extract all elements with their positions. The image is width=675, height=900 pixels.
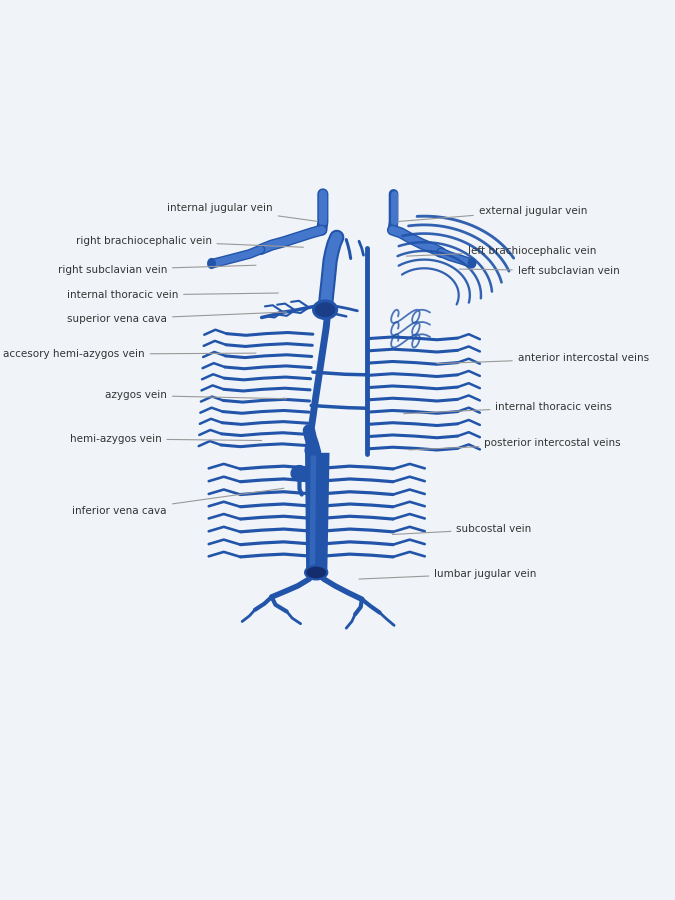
Text: internal thoracic vein: internal thoracic vein — [67, 290, 278, 301]
Text: inferior vena cava: inferior vena cava — [72, 488, 284, 517]
Polygon shape — [305, 453, 329, 572]
Text: right subclavian vein: right subclavian vein — [57, 265, 256, 274]
Text: superior vena cava: superior vena cava — [67, 312, 287, 324]
Text: posterior intercostal veins: posterior intercostal veins — [409, 438, 621, 450]
Text: anterior intercostal veins: anterior intercostal veins — [437, 353, 649, 364]
Ellipse shape — [305, 565, 327, 580]
Ellipse shape — [468, 257, 477, 268]
Text: subcostal vein: subcostal vein — [392, 524, 532, 535]
Text: right brachiocephalic vein: right brachiocephalic vein — [76, 236, 303, 248]
Text: external jugular vein: external jugular vein — [398, 205, 587, 221]
Text: hemi-azygos vein: hemi-azygos vein — [70, 434, 262, 444]
Ellipse shape — [313, 301, 337, 319]
Text: lumbar jugular vein: lumbar jugular vein — [359, 569, 537, 579]
Text: azygos vein: azygos vein — [105, 391, 287, 401]
Text: left subclavian vein: left subclavian vein — [459, 266, 620, 275]
Text: internal jugular vein: internal jugular vein — [167, 202, 317, 221]
Text: accesory hemi-azygos vein: accesory hemi-azygos vein — [3, 349, 256, 359]
Text: internal thoracic veins: internal thoracic veins — [404, 401, 612, 414]
Text: left brachiocephalic vein: left brachiocephalic vein — [406, 246, 596, 256]
Ellipse shape — [207, 258, 216, 269]
Ellipse shape — [291, 465, 308, 482]
Polygon shape — [310, 455, 316, 570]
